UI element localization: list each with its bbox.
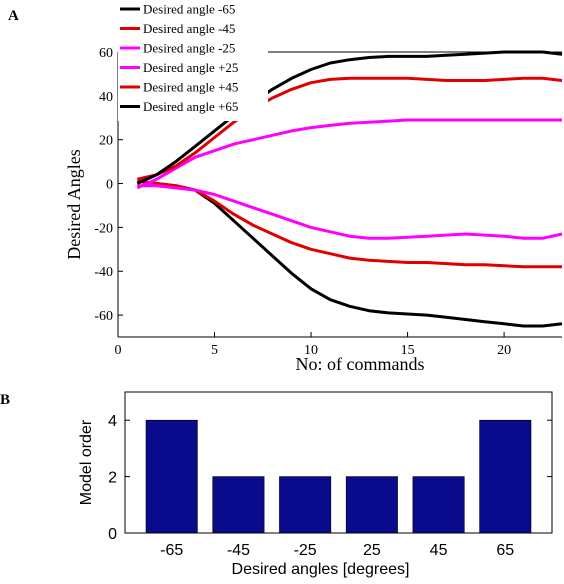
y-tick-label: 60 xyxy=(99,46,113,61)
line-chart-axes: 0 5 10 15 20 -60 -40 -20 0 20 40 60 xyxy=(94,46,562,358)
y-tick-label: -40 xyxy=(94,265,113,280)
panel-b-label: B xyxy=(0,392,10,408)
bar-chart-frame xyxy=(124,391,553,534)
y-tick-label: 2 xyxy=(108,470,117,487)
series-line-2 xyxy=(137,179,562,269)
series-line-1 xyxy=(137,179,563,328)
legend-label: Desired angle +25 xyxy=(143,60,238,75)
bar-45 xyxy=(412,476,465,534)
series-line-4 xyxy=(136,118,562,190)
x-tick-label: 0 xyxy=(115,343,122,358)
y-tick-label: -20 xyxy=(94,221,113,236)
bar-chart: 0 2 4 -65 -45 -25 25 45 65 Desired angles [degre… xyxy=(78,391,553,578)
bar--25 xyxy=(279,476,332,534)
x-tick-label: 15 xyxy=(401,343,415,358)
y-tick-label: 0 xyxy=(106,178,113,193)
bar-chart-axes: 0 2 4 -65 -45 -25 25 45 65 xyxy=(108,391,553,559)
y-tick-label: 40 xyxy=(99,90,113,105)
x-tick-label: 25 xyxy=(363,542,381,559)
legend-label: Desired angle -65 xyxy=(143,2,235,17)
y-tick-label: 4 xyxy=(108,413,117,430)
legend-box xyxy=(118,0,268,121)
x-tick-label: -45 xyxy=(227,542,250,559)
legend-label: Desired angle +65 xyxy=(143,99,238,114)
y-tick-label: 20 xyxy=(99,134,113,149)
series-line-3 xyxy=(137,184,563,240)
legend-label: Desired angle +45 xyxy=(143,80,238,95)
x-tick-label: 65 xyxy=(496,542,514,559)
series-line-5 xyxy=(136,76,563,181)
y-tick-label: -60 xyxy=(94,309,113,324)
x-tick-label: -65 xyxy=(160,542,183,559)
line-chart: 0 5 10 15 20 -60 -40 -20 0 20 40 60 Desired angle -… xyxy=(64,0,563,374)
bar--45 xyxy=(212,476,265,534)
line-series-group xyxy=(136,50,563,328)
bar-group xyxy=(145,419,532,534)
legend-label: Desired angle -45 xyxy=(143,21,235,36)
line-chart-legend: Desired angle -65 Desired angle -45 Desire… xyxy=(118,0,268,121)
panel-a-label: A xyxy=(8,8,19,24)
bar--65 xyxy=(145,419,198,534)
x-tick-label: -25 xyxy=(294,542,317,559)
x-tick-label: 10 xyxy=(304,343,318,358)
x-tick-label: 45 xyxy=(430,542,448,559)
series-line-6 xyxy=(136,50,563,185)
bar-chart-y-label: Model order xyxy=(78,419,95,505)
bar-chart-x-label: Desired angles [degrees] xyxy=(232,561,410,578)
x-tick-label: 20 xyxy=(497,343,511,358)
bar-25 xyxy=(345,476,398,534)
bar-65 xyxy=(479,419,532,534)
legend-label: Desired angle -25 xyxy=(143,41,235,56)
line-chart-y-label: Desired Angles xyxy=(64,149,84,259)
line-chart-x-label: No: of commands xyxy=(296,354,425,374)
y-tick-label: 0 xyxy=(108,526,117,543)
x-tick-label: 5 xyxy=(211,343,218,358)
